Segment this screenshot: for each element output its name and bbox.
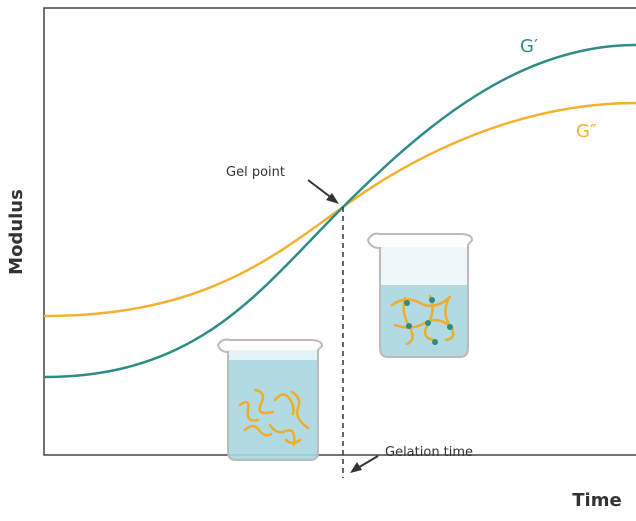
g-double-prime-label: G″ <box>576 121 597 142</box>
axes-frame <box>44 8 636 455</box>
beaker-gel <box>368 234 472 357</box>
gel-point-label: Gel point <box>226 165 285 180</box>
x-axis-label: Time <box>572 490 621 511</box>
y-axis-label: Modulus <box>6 189 27 275</box>
diagram: Modulus Time G′ G″ Gel point Gelation ti… <box>0 0 636 521</box>
g-prime-curve <box>44 45 636 377</box>
g-prime-label: G′ <box>520 36 538 57</box>
beaker-sol <box>218 340 322 460</box>
gelation-time-label: Gelation time <box>385 445 473 460</box>
